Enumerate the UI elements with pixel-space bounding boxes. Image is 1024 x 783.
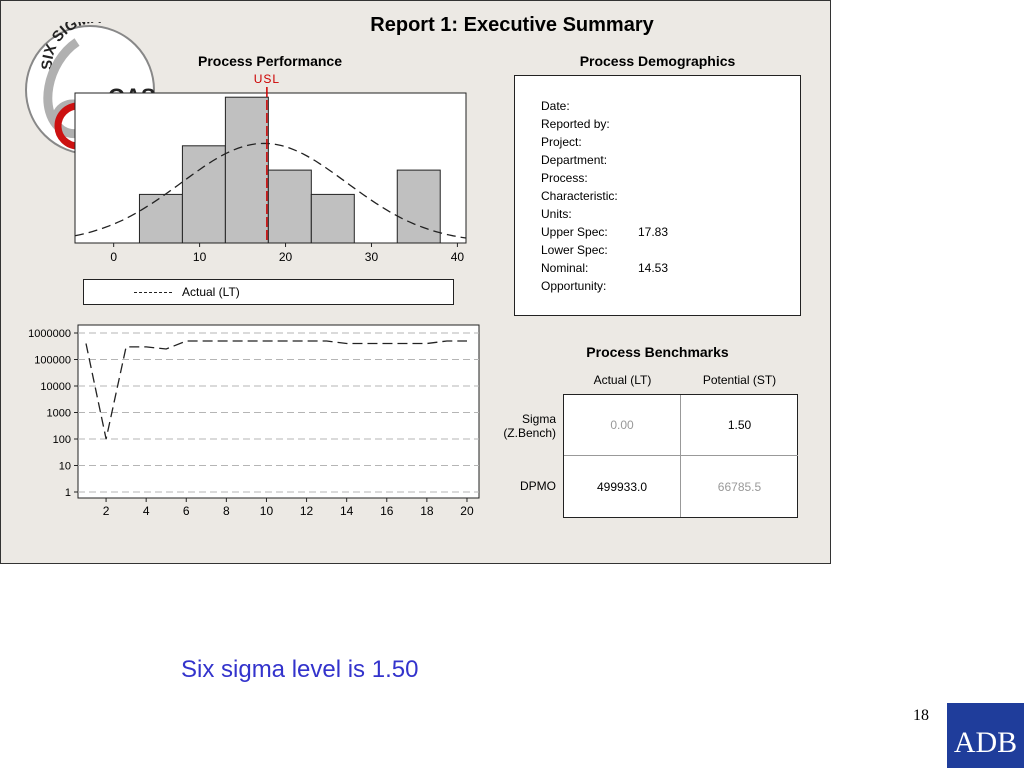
x-tick-label: 40 <box>451 250 465 262</box>
dpmo-potential-cell: 66785.5 <box>717 479 762 494</box>
y-tick-label: 1 <box>65 487 71 499</box>
y-tick-label: 100000 <box>34 355 71 367</box>
demographics-box: Date: Reported by: Project: Department: Proc… <box>514 75 801 316</box>
benchmarks-table: 0.00 1.50 499933.0 66785.5 <box>563 394 798 518</box>
histogram-bar <box>267 169 312 244</box>
slide-caption: Six sigma level is 1.50 <box>181 656 419 683</box>
sigma-potential-cell: 1.50 <box>681 395 798 456</box>
sigma-label-line1: Sigma <box>521 412 556 426</box>
x-tick-label: 30 <box>365 250 379 262</box>
histogram-bar <box>396 169 441 244</box>
x-tick-label: 6 <box>183 504 190 518</box>
control-chart: 1 10 100 1000 10000 100000 1000000 2 4 6 8 10 12 14 16… <box>28 324 480 518</box>
x-tick-label: 2 <box>103 504 110 518</box>
x-tick-label: 8 <box>223 504 230 518</box>
chart-legend: Actual (LT) <box>83 279 454 305</box>
x-tick-label: 20 <box>460 504 474 518</box>
normal-curve-line <box>74 142 467 239</box>
histogram-bar <box>181 145 226 244</box>
demographic-label: Project: <box>541 135 582 149</box>
demographic-label: Department: <box>541 153 608 167</box>
usl-label: USL <box>254 72 280 86</box>
sigma-label-line2: (Z.Bench) <box>503 426 556 440</box>
demographic-label: Nominal: <box>541 261 589 275</box>
dpmo-actual-cell: 499933.0 <box>564 456 681 517</box>
demographic-label: Upper Spec: <box>541 225 608 239</box>
y-tick-label: 10000 <box>40 381 71 393</box>
legend-label: Actual (LT) <box>182 285 240 299</box>
histogram-chart: USL 0 10 20 30 40 <box>74 72 467 262</box>
sigma-actual-cell: 0.00 <box>564 395 681 456</box>
x-tick-label: 14 <box>340 504 354 518</box>
dpmo-row-label: DPMO <box>520 479 556 493</box>
demographic-label: Date: <box>541 99 570 113</box>
y-tick-label: 100 <box>53 434 71 446</box>
demographic-label: Units: <box>541 207 572 221</box>
y-tick-label: 10 <box>59 461 71 473</box>
x-tick-label: 10 <box>193 250 207 262</box>
x-tick-label: 4 <box>143 504 150 518</box>
demographic-label: Reported by: <box>541 117 610 131</box>
demographic-label: Lower Spec: <box>541 243 608 257</box>
x-tick-label: 18 <box>420 504 434 518</box>
report-panel: Report 1: Executive Summary Process Perf… <box>0 0 831 564</box>
histogram-bar <box>138 193 183 244</box>
x-tick-label: 0 <box>110 250 117 262</box>
demographic-label: Opportunity: <box>541 279 607 293</box>
legend-dashed-line <box>134 292 172 293</box>
x-tick-label: 16 <box>380 504 394 518</box>
histogram-bar <box>310 193 355 244</box>
x-tick-label: 20 <box>279 250 293 262</box>
adb-logo: ADB <box>947 703 1024 768</box>
benchmark-col-potential: Potential (ST) <box>702 373 777 387</box>
process-demographics-title: Process Demographics <box>579 53 736 69</box>
process-performance-title: Process Performance <box>198 53 342 69</box>
y-tick-label: 1000000 <box>28 328 71 340</box>
control-plot-area <box>77 324 480 499</box>
benchmark-col-actual: Actual (LT) <box>593 373 652 387</box>
report-title: Report 1: Executive Summary <box>370 14 654 36</box>
x-tick-label: 12 <box>300 504 314 518</box>
demographic-value: 14.53 <box>638 261 669 275</box>
sigma-row-label: Sigma (Z.Bench) <box>470 412 556 440</box>
demographic-label: Characteristic: <box>541 189 618 203</box>
x-tick-label: 10 <box>260 504 274 518</box>
page-number: 18 <box>913 707 929 724</box>
control-series-line <box>85 340 467 440</box>
histogram-bar <box>224 96 269 244</box>
process-benchmarks-title: Process Benchmarks <box>586 344 729 360</box>
demographic-label: Process: <box>541 171 588 185</box>
y-tick-label: 1000 <box>47 408 71 420</box>
demographic-value: 17.83 <box>638 225 669 239</box>
